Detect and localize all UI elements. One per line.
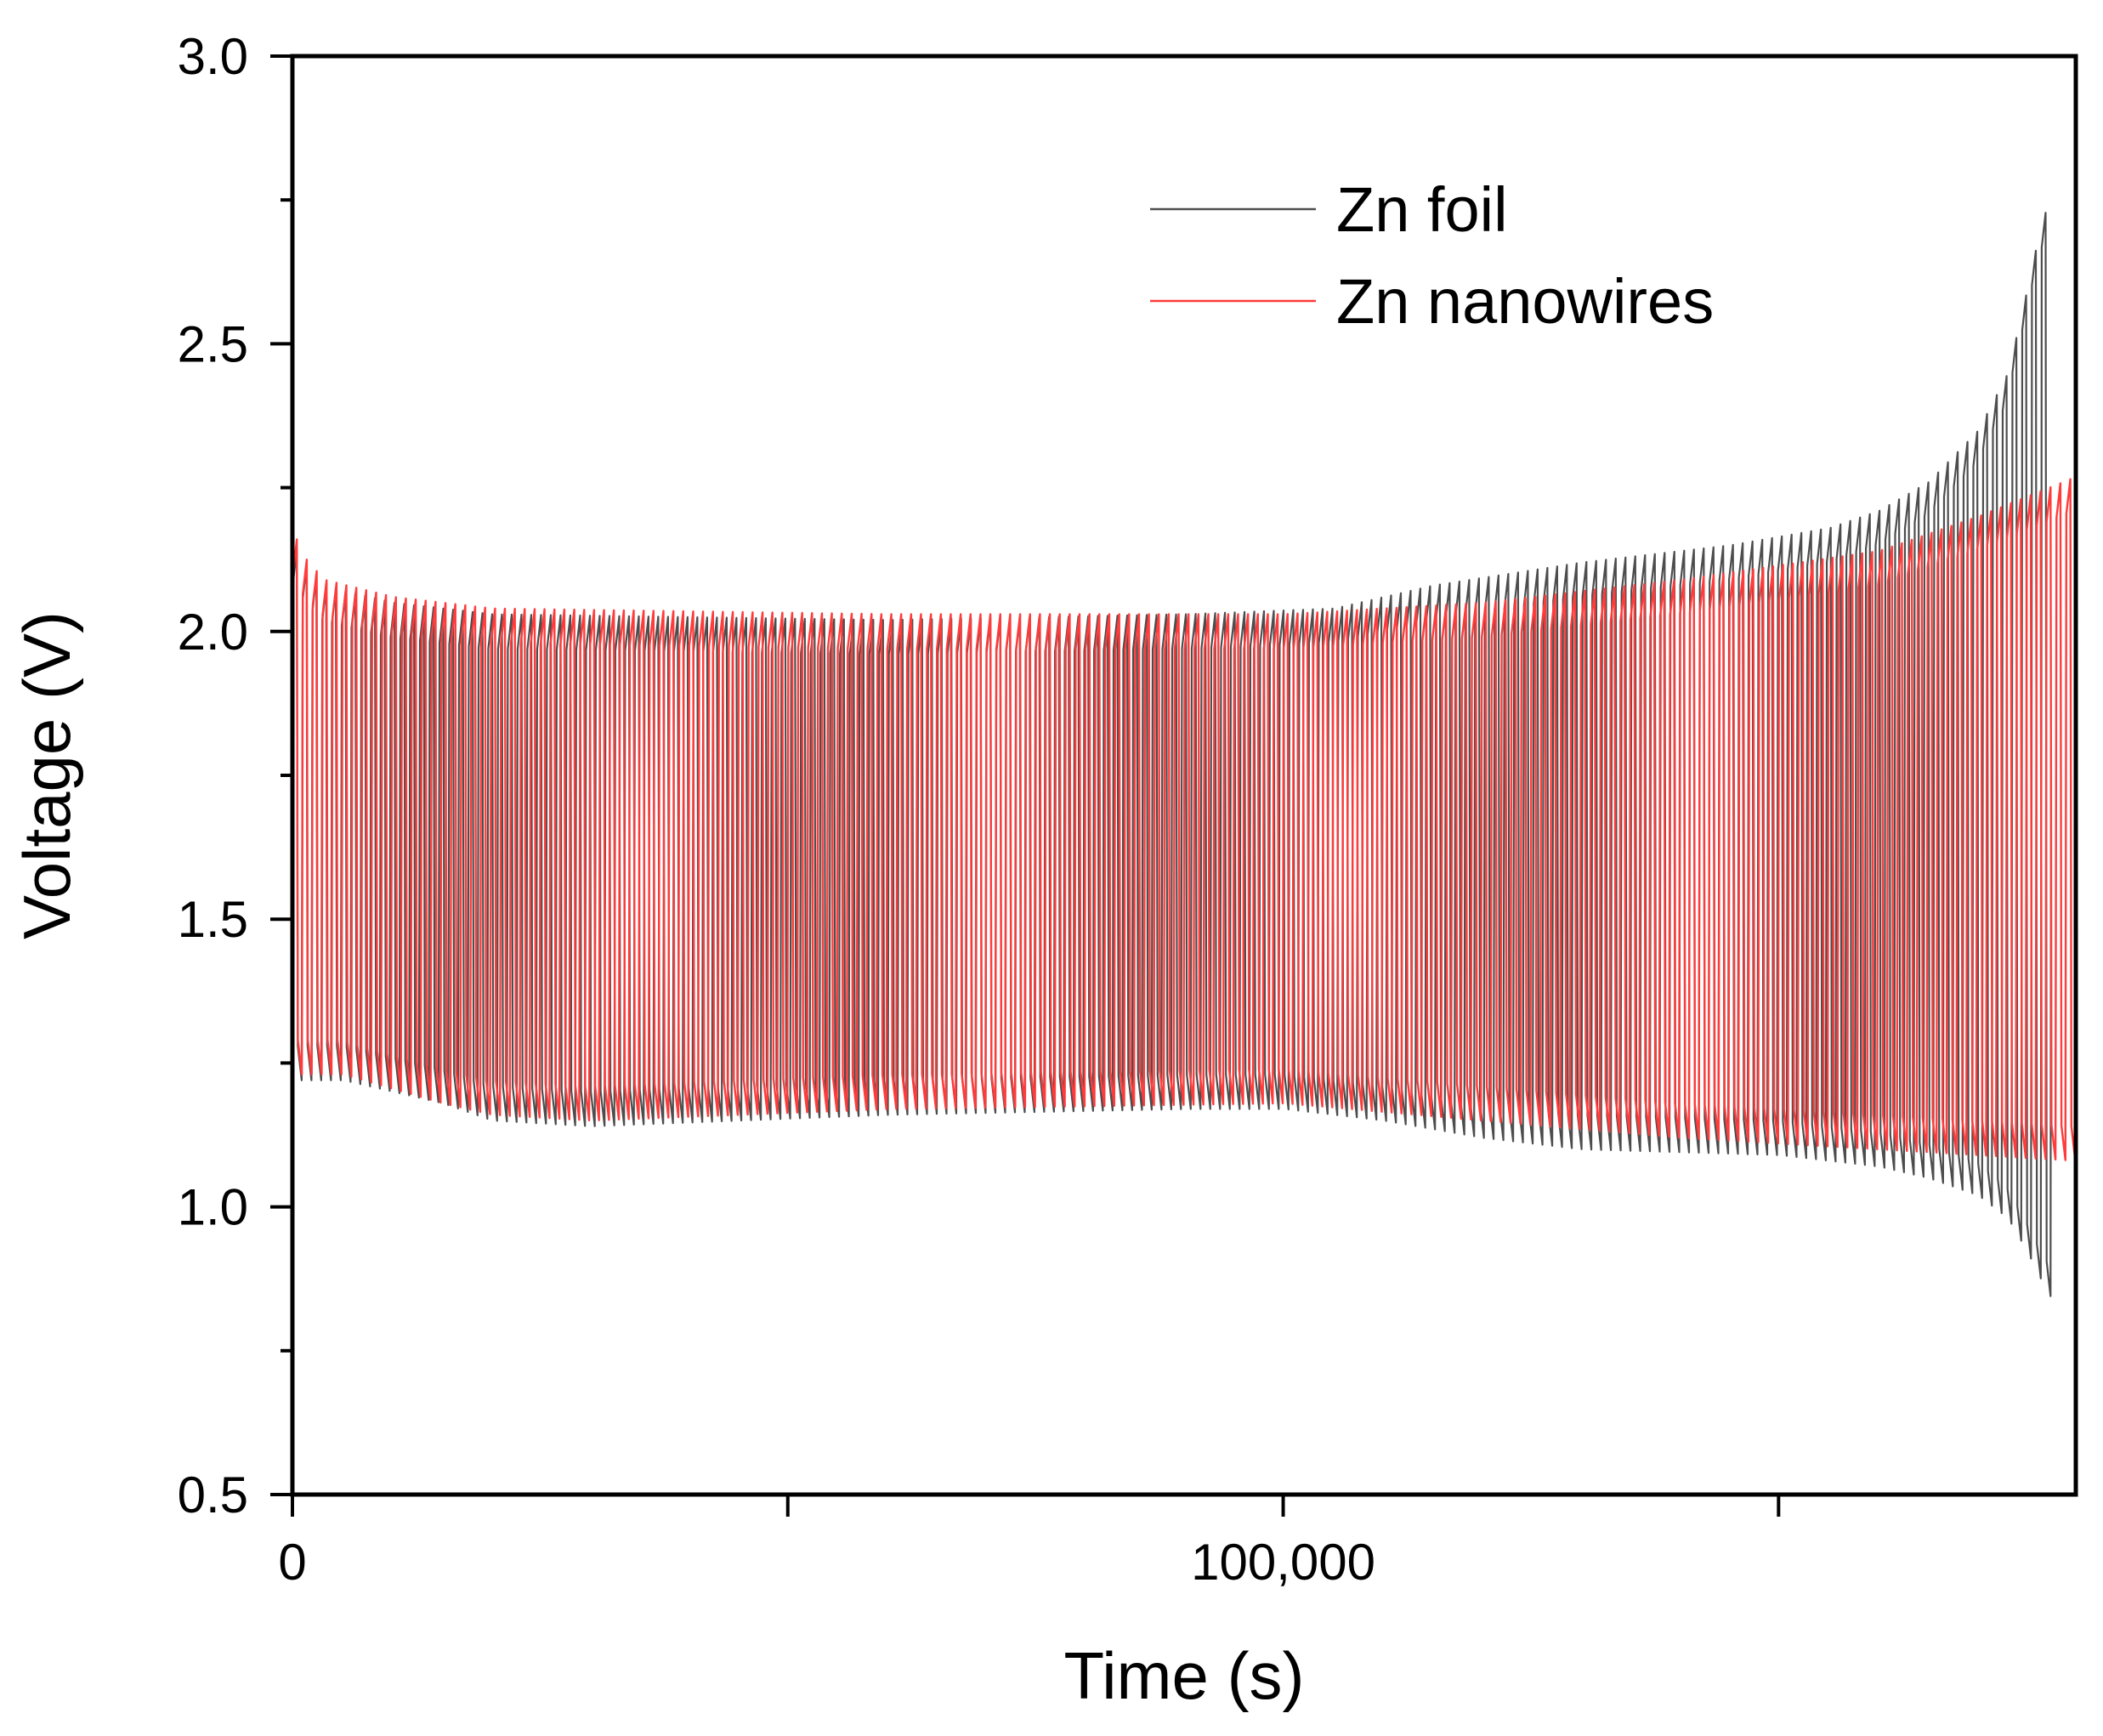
y-tick-label: 2.0	[178, 604, 248, 661]
x-tick-label: 100,000	[1191, 1534, 1375, 1591]
y-tick-label: 0.5	[178, 1467, 248, 1523]
legend-label-zn-foil: Zn foil	[1336, 174, 1508, 245]
y-axis-title: Voltage (V)	[9, 611, 84, 939]
x-tick-label: 0	[278, 1534, 306, 1591]
legend: Zn foil Zn nanowires	[1150, 174, 1714, 337]
series-line-zn-nanowires	[292, 478, 2076, 1162]
y-tick-label: 1.5	[178, 891, 248, 948]
series-layer	[292, 212, 2076, 1297]
y-tick-label: 2.5	[178, 315, 248, 372]
x-axis-title: Time (s)	[1063, 1638, 1304, 1713]
y-tick-label: 1.0	[178, 1179, 248, 1236]
y-tick-label: 3.0	[178, 28, 248, 85]
axis-ticks: 0.5 1.0 1.5 2.0 2.5 3.0 0 100,000	[178, 28, 1781, 1591]
legend-label-zn-nanowires: Zn nanowires	[1336, 266, 1714, 337]
